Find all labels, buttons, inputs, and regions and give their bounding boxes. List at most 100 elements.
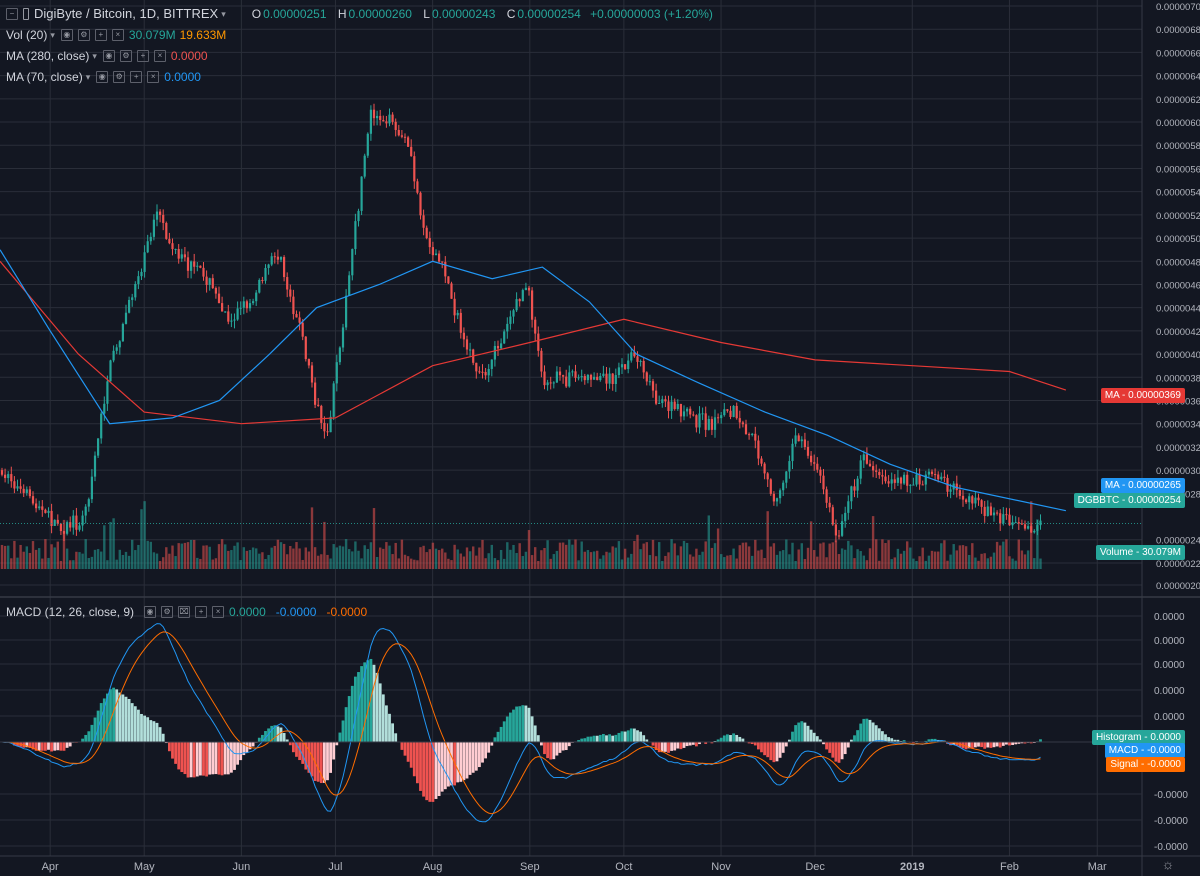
macd-histogram-bar <box>794 725 797 742</box>
volume-bar <box>7 545 10 569</box>
volume-bar <box>791 542 794 569</box>
candle-body <box>853 486 856 491</box>
macd-histogram-bar <box>68 742 72 747</box>
volume-bar <box>140 509 143 569</box>
macd-histogram-bar <box>986 742 990 748</box>
settings-icon[interactable]: ⚙ <box>161 606 174 618</box>
candle-body <box>673 401 676 410</box>
candle-body <box>958 490 961 496</box>
series-toggle-icon[interactable] <box>23 8 29 20</box>
macd-histogram-bar <box>868 719 872 742</box>
macd-histogram-bar <box>226 742 230 775</box>
volume-bar <box>1011 558 1014 569</box>
collapse-icon[interactable]: − <box>6 8 18 20</box>
eye-icon[interactable]: ◉ <box>60 29 73 41</box>
settings-icon[interactable]: ⚙ <box>119 50 132 62</box>
macd-label[interactable]: MACD (12, 26, close, 9) <box>6 605 135 619</box>
chevron-down-icon[interactable]: ▾ <box>221 9 226 19</box>
candle-body <box>583 376 586 381</box>
volume-bar <box>31 541 35 569</box>
close-icon[interactable]: × <box>212 606 225 618</box>
ma70-label[interactable]: MA (70, close) <box>6 70 83 84</box>
close-icon[interactable]: × <box>147 71 160 83</box>
macd-histogram-bar <box>555 742 559 756</box>
volume-bar <box>937 551 940 569</box>
candle-body <box>41 506 44 510</box>
volume-bar <box>428 549 431 569</box>
candle-body <box>859 460 862 479</box>
time-tick-label: Jun <box>233 861 251 873</box>
macd-histogram-bar <box>450 742 453 786</box>
macd-histogram-bar <box>189 742 193 778</box>
volume-bar <box>596 550 599 569</box>
macd-histogram-bar <box>512 709 515 742</box>
volume-bar <box>819 543 822 569</box>
volume-bar <box>930 550 934 569</box>
volume-bar <box>171 545 174 569</box>
volume-bar <box>664 555 667 569</box>
volume-bar <box>599 558 602 569</box>
macd-histogram-bar <box>375 672 379 742</box>
candle-body <box>441 261 444 263</box>
ma280-label[interactable]: MA (280, close) <box>6 49 90 63</box>
macd-histogram-bar <box>967 742 971 749</box>
macd-histogram-bar <box>62 742 66 751</box>
symbol-title[interactable]: DigiByte / Bitcoin, 1D, BITTREX <box>34 6 219 21</box>
volume-bar <box>968 555 971 569</box>
settings-icon[interactable]: ⚙ <box>113 71 126 83</box>
volume-bar <box>692 556 695 569</box>
candle-body <box>884 476 887 482</box>
macd-histogram-bar <box>102 698 106 742</box>
eye-icon[interactable]: ◉ <box>144 606 157 618</box>
candle-body <box>565 376 568 387</box>
eye-icon[interactable]: ◉ <box>102 50 115 62</box>
low-value: 0.00000243 <box>431 7 496 21</box>
volume-bar <box>28 552 32 569</box>
volume-bar <box>301 559 304 569</box>
volume-bar <box>106 560 109 569</box>
volume-bar <box>840 548 844 569</box>
volume-bar <box>834 540 838 569</box>
candle-body <box>348 275 351 296</box>
close-icon[interactable]: × <box>111 29 124 41</box>
chevron-down-icon[interactable]: ▾ <box>92 51 97 61</box>
macd-histogram-bar <box>719 737 723 742</box>
candle-body <box>543 371 546 386</box>
macd-histogram-bar <box>87 731 91 742</box>
macd-histogram-bar <box>515 706 518 742</box>
add-icon[interactable]: + <box>130 71 143 83</box>
candle-body <box>351 249 354 276</box>
macd-histogram-bar <box>245 742 249 753</box>
volume-bar <box>512 544 515 569</box>
close-icon[interactable]: × <box>153 50 166 62</box>
macd-histogram-bar <box>1008 742 1011 746</box>
macd-histogram-bar <box>704 742 708 744</box>
macd-histogram-bar <box>822 742 825 745</box>
volume-bar <box>348 549 351 569</box>
add-icon[interactable]: + <box>195 606 208 618</box>
candle-body <box>726 409 729 411</box>
chevron-down-icon[interactable]: ▾ <box>85 72 91 82</box>
chevron-down-icon[interactable]: ▾ <box>50 30 55 40</box>
settings-gear-icon[interactable]: ☼ <box>1161 856 1175 872</box>
candle-body <box>918 474 921 485</box>
volume-bar <box>642 543 645 569</box>
macd-histogram-bar <box>285 739 289 742</box>
candle-body <box>295 314 298 318</box>
volume-bar <box>568 539 571 569</box>
macd-histogram-bar <box>592 735 596 742</box>
add-icon[interactable]: + <box>136 50 149 62</box>
source-icon[interactable]: ⌧ <box>178 606 191 618</box>
candle-body <box>465 339 469 350</box>
volume-label[interactable]: Vol (20) <box>6 28 48 42</box>
macd-histogram-bar <box>530 716 534 742</box>
candle-body <box>28 489 31 497</box>
macd-tick-label: -0.0000 <box>1154 842 1188 853</box>
settings-icon[interactable]: ⚙ <box>77 29 90 41</box>
macd-histogram-bar <box>344 707 348 742</box>
add-icon[interactable]: + <box>94 29 107 41</box>
eye-icon[interactable]: ◉ <box>96 71 109 83</box>
